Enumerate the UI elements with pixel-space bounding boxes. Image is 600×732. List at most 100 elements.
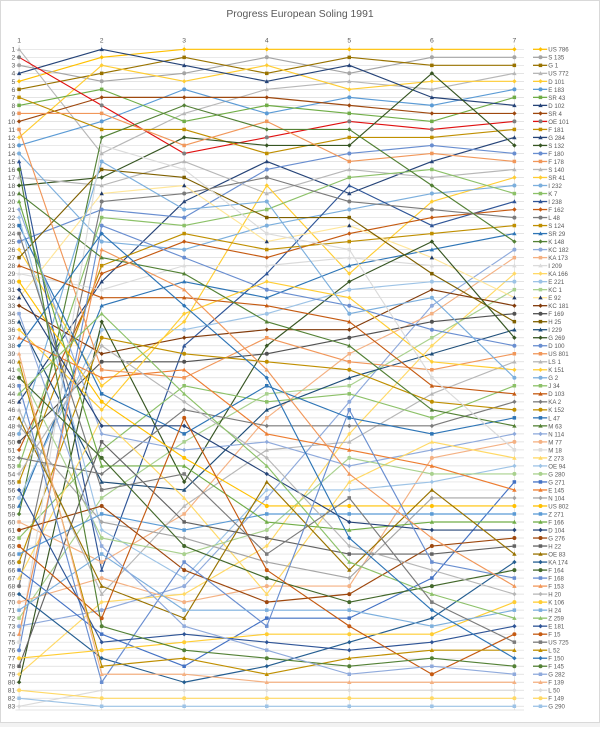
svg-text:US 802: US 802 [548,503,569,510]
svg-text:D 104: D 104 [548,527,565,534]
svg-text:E 221: E 221 [548,279,565,286]
svg-text:F 15: F 15 [548,632,561,639]
svg-text:F 168: F 168 [548,575,564,582]
svg-text:14: 14 [8,151,16,158]
svg-text:78: 78 [8,664,16,671]
svg-text:L 50: L 50 [548,688,560,695]
svg-text:47: 47 [8,415,16,422]
svg-text:29: 29 [8,271,16,278]
svg-text:KA 166: KA 166 [548,271,568,278]
svg-text:4: 4 [265,38,269,45]
svg-text:37: 37 [8,335,16,342]
svg-text:34: 34 [8,311,16,318]
svg-text:43: 43 [8,383,16,390]
svg-text:M 63: M 63 [548,423,562,430]
svg-text:N 114: N 114 [548,431,564,438]
svg-text:49: 49 [8,431,16,438]
svg-text:K 148: K 148 [548,239,565,246]
svg-text:L 52: L 52 [548,648,560,655]
svg-text:63: 63 [8,543,16,550]
svg-text:J 34: J 34 [548,383,560,390]
svg-text:68: 68 [8,584,16,591]
svg-text:G 290: G 290 [548,704,565,711]
svg-text:H 22: H 22 [548,543,561,550]
svg-text:D 100: D 100 [548,343,565,350]
svg-text:28: 28 [8,263,16,270]
svg-text:Z 273: Z 273 [548,455,564,462]
svg-text:59: 59 [8,511,16,518]
svg-text:OE 83: OE 83 [548,551,566,558]
svg-text:75: 75 [8,640,16,647]
svg-text:5: 5 [12,79,16,86]
svg-text:D 103: D 103 [548,391,565,398]
svg-text:42: 42 [8,375,16,382]
svg-text:5: 5 [347,38,351,45]
svg-text:79: 79 [8,672,16,679]
svg-text:F 150: F 150 [548,656,564,663]
svg-text:73: 73 [8,624,16,631]
svg-text:D 102: D 102 [548,103,565,110]
svg-text:S 135: S 135 [548,55,565,62]
svg-text:KC 181: KC 181 [548,303,569,310]
svg-text:80: 80 [8,680,16,687]
svg-text:K 151: K 151 [548,367,565,374]
svg-text:G 2: G 2 [548,375,558,382]
svg-text:25: 25 [8,239,16,246]
svg-text:52: 52 [8,455,16,462]
svg-text:81: 81 [8,688,16,695]
svg-text:3: 3 [182,38,186,45]
svg-text:30: 30 [8,279,16,286]
svg-text:KC 1: KC 1 [548,287,562,294]
svg-text:71: 71 [8,608,16,615]
svg-text:61: 61 [8,527,16,534]
svg-text:83: 83 [8,704,16,711]
svg-text:66: 66 [8,567,16,574]
svg-text:M 77: M 77 [548,439,562,446]
svg-text:F 180: F 180 [548,151,564,158]
svg-text:E 181: E 181 [548,624,565,631]
svg-text:53: 53 [8,463,16,470]
svg-text:69: 69 [8,592,16,599]
svg-text:E 183: E 183 [548,87,565,94]
svg-text:I 238: I 238 [548,199,562,206]
svg-text:E 92: E 92 [548,295,561,302]
svg-text:60: 60 [8,519,16,526]
svg-text:55: 55 [8,479,16,486]
svg-text:21: 21 [8,207,16,214]
svg-text:19: 19 [8,191,16,198]
svg-text:F 139: F 139 [548,680,564,687]
svg-text:K 106: K 106 [548,600,565,607]
svg-text:KA 173: KA 173 [548,255,568,262]
svg-text:39: 39 [8,351,16,358]
svg-text:KC 182: KC 182 [548,247,569,254]
svg-text:11: 11 [8,127,15,134]
svg-text:31: 31 [8,287,16,294]
svg-text:G 282: G 282 [548,672,565,679]
svg-text:6: 6 [12,87,16,94]
svg-text:I 229: I 229 [548,327,562,334]
svg-text:6: 6 [430,38,434,45]
svg-text:OE 101: OE 101 [548,119,569,126]
svg-text:8: 8 [12,103,16,110]
svg-text:9: 9 [12,111,16,118]
svg-text:SR 4: SR 4 [548,111,562,118]
svg-text:18: 18 [8,183,16,190]
svg-text:32: 32 [8,295,16,302]
svg-text:36: 36 [8,327,16,334]
svg-text:22: 22 [8,215,16,222]
svg-text:US 772: US 772 [548,71,569,78]
svg-text:62: 62 [8,535,16,542]
svg-text:SR 43: SR 43 [548,95,566,102]
svg-text:K 7: K 7 [548,191,558,198]
svg-text:I 209: I 209 [548,263,562,270]
svg-text:74: 74 [8,632,16,639]
svg-text:F 164: F 164 [548,567,564,574]
svg-text:E 145: E 145 [548,487,565,494]
svg-text:48: 48 [8,423,16,430]
svg-text:H 20: H 20 [548,592,561,599]
svg-text:L 47: L 47 [548,415,560,422]
svg-text:44: 44 [8,391,16,398]
svg-text:56: 56 [8,487,16,494]
svg-text:72: 72 [8,616,16,623]
svg-text:27: 27 [8,255,16,262]
